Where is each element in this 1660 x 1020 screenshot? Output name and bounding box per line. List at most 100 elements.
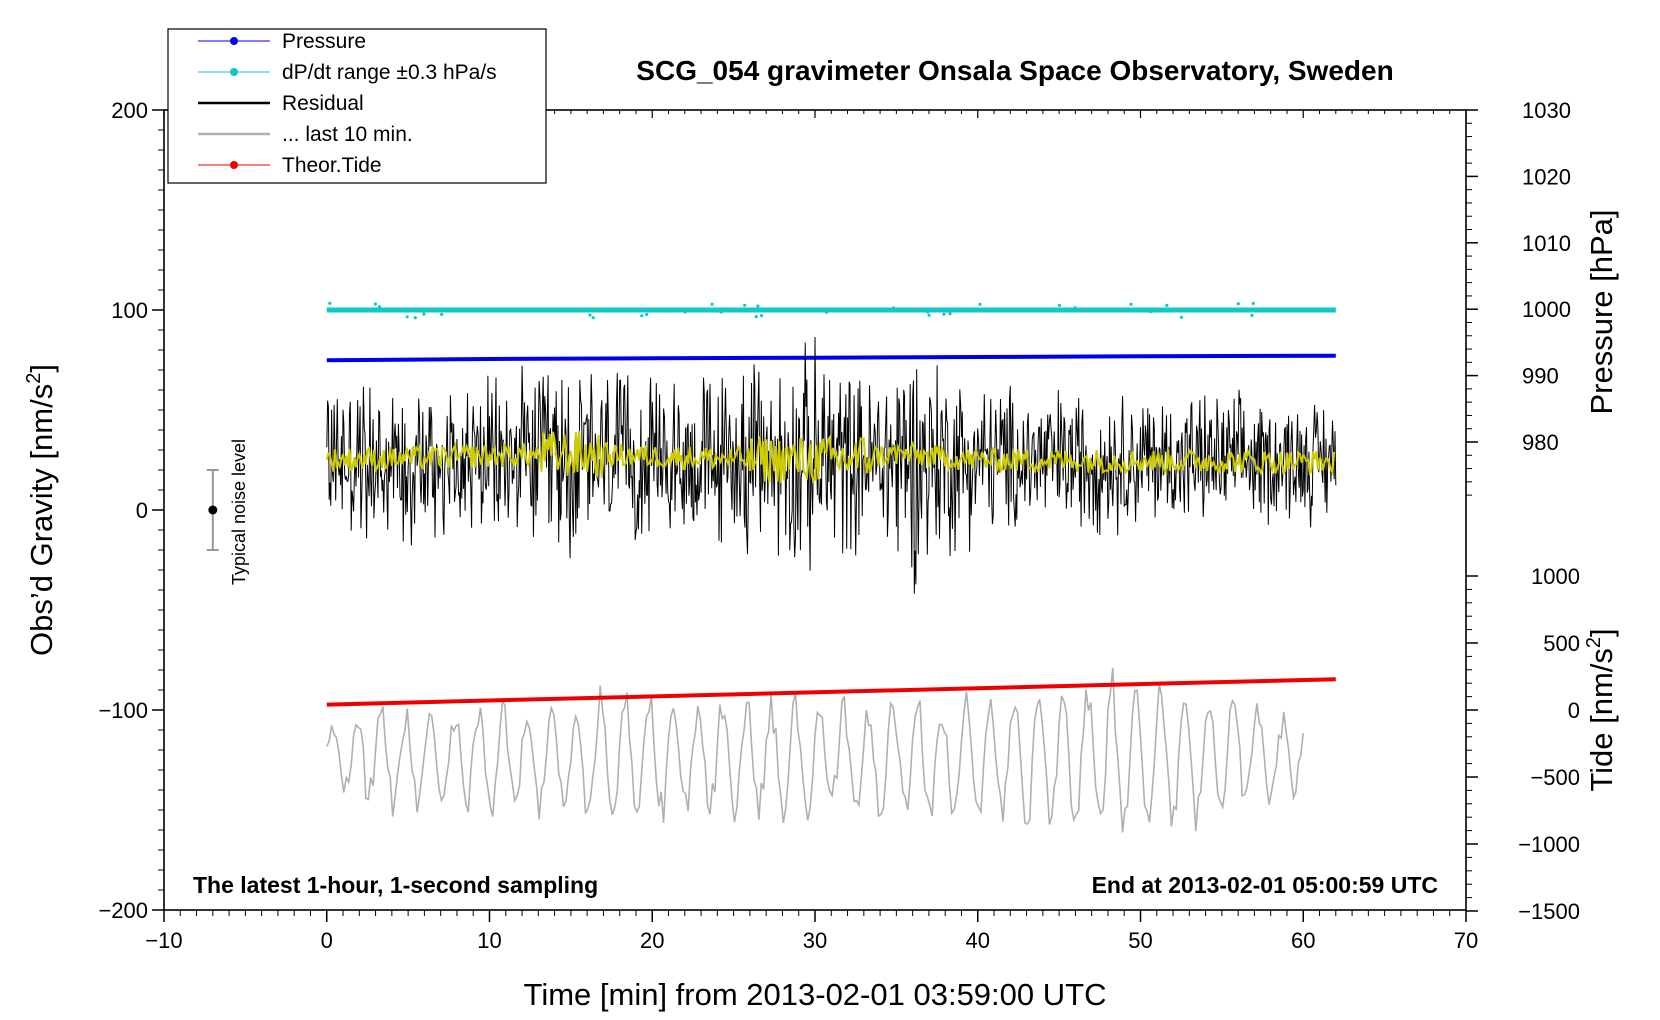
pressure-tick-label: 990 [1522, 364, 1559, 389]
left-axis-title: Obs’d Gravity [nm/s2] [23, 364, 59, 656]
tide-axis-title-main: Tide [nm/s [1584, 648, 1619, 792]
dpdt-point [591, 316, 595, 320]
dpdt-point [926, 310, 930, 314]
dpdt-point [756, 304, 760, 308]
pressure-axis-title: Pressure [hPa] [1584, 209, 1619, 414]
dpdt-point [760, 314, 764, 318]
dpdt-point [683, 310, 687, 314]
dpdt-point [373, 302, 377, 306]
dpdt-point [1179, 315, 1184, 319]
dpdt-point [1250, 313, 1254, 317]
left-axis-title-end: ] [24, 364, 59, 373]
typical-noise-indicator: Typical noise level [206, 439, 249, 585]
legend-label: ... last 10 min. [282, 123, 413, 146]
pressure-tick-label: 1000 [1522, 297, 1571, 322]
left-axis-title-sup: 2 [23, 373, 45, 384]
x-tick-label: 20 [640, 928, 664, 953]
plot-frame [163, 109, 1467, 911]
tide-tick-label: −500 [1530, 765, 1580, 790]
legend-label: dP/dt range ±0.3 hPa/s [282, 61, 497, 84]
sampling-note: The latest 1-hour, 1-second sampling [193, 872, 598, 898]
axes: −10 0 10 20 30 40 50 60 702001000−100−2001030102… [98, 98, 1580, 953]
dpdt-point [628, 307, 633, 311]
dpdt-point [1129, 302, 1133, 306]
y-tick-label: 200 [111, 98, 148, 123]
data-series [325, 301, 1337, 833]
legend-marker [230, 68, 238, 76]
tide-tick-label: 0 [1568, 698, 1580, 723]
tide-tick-label: −1500 [1518, 899, 1580, 924]
dpdt-point [948, 312, 952, 316]
last-10-min-line [326, 667, 1304, 833]
residual-smoothed-line [325, 430, 1336, 484]
pressure-tick-label: 1030 [1522, 98, 1571, 123]
dpdt-point [1073, 306, 1077, 310]
x-tick-label: 40 [966, 928, 990, 953]
dpdt-point [942, 312, 946, 316]
tide-tick-label: 1000 [1531, 564, 1580, 589]
legend: Pressure dP/dt range ±0.3 hPa/s Residual..… [167, 28, 547, 184]
x-tick-label: 50 [1128, 928, 1152, 953]
y-tick-label: 100 [111, 298, 148, 323]
dpdt-point [588, 313, 592, 317]
y-tick-label: −200 [98, 898, 148, 923]
dpdt-point [824, 310, 829, 314]
dpdt-point [743, 303, 747, 307]
dpdt-point [710, 302, 714, 306]
dpdt-point [413, 316, 417, 320]
dpdt-point [422, 312, 426, 316]
legend-marker [230, 161, 238, 169]
x-tick-label: 0 [321, 928, 333, 953]
pressure-tick-label: 980 [1522, 430, 1559, 455]
x-tick-label: 30 [803, 928, 827, 953]
end-time-note: End at 2013-02-01 05:00:59 UTC [1092, 872, 1438, 898]
legend-label: Pressure [282, 30, 366, 53]
chart-title: SCG_054 gravimeter Onsala Space Observat… [636, 55, 1393, 86]
left-axis-title-main: Obs’d Gravity [nm/s [24, 384, 59, 656]
dpdt-point [1057, 303, 1062, 307]
dpdt-point [1165, 303, 1169, 307]
dpdt-point [927, 313, 931, 317]
x-tick-label: 70 [1454, 928, 1478, 953]
dpdt-point [721, 307, 725, 311]
noise-dot [208, 505, 218, 515]
dpdt-point [754, 315, 758, 319]
dpdt-point [405, 315, 409, 319]
dpdt-point [1149, 310, 1153, 314]
dpdt-point [662, 309, 666, 313]
x-tick-label: 60 [1291, 928, 1315, 953]
dpdt-point [1293, 308, 1297, 312]
pressure-line [326, 353, 1336, 363]
legend-label: Theor.Tide [282, 154, 382, 177]
dpdt-point [978, 302, 982, 306]
dpdt-point [719, 310, 723, 314]
dpdt-point [328, 301, 332, 305]
tide-axis-title-sup: 2 [1583, 637, 1605, 648]
typical-noise-label: Typical noise level [229, 439, 249, 585]
legend-box [167, 28, 547, 184]
pressure-tick-label: 1010 [1522, 231, 1571, 256]
dpdt-point [645, 312, 649, 317]
x-tick-label: −10 [145, 928, 182, 953]
legend-label: Residual [282, 92, 364, 115]
dpdt-point [892, 306, 896, 310]
y-tick-label: −100 [98, 698, 148, 723]
y-tick-label: 0 [136, 498, 148, 523]
pressure-tick-label: 1020 [1522, 164, 1571, 189]
dpdt-point [1236, 302, 1240, 306]
dpdt-point [1251, 301, 1255, 306]
dpdt-point [908, 308, 912, 312]
tide-axis-title: Tide [nm/s2] [1583, 628, 1619, 791]
tide-tick-label: −1000 [1518, 832, 1580, 857]
x-axis-title: Time [min] from 2013-02-01 03:59:00 UTC [524, 977, 1107, 1012]
dpdt-point [1277, 308, 1281, 312]
dpdt-point [640, 314, 644, 318]
tide-axis-title-end: ] [1584, 628, 1619, 637]
x-tick-label: 10 [477, 928, 501, 953]
tide-tick-label: 500 [1543, 631, 1580, 656]
tide-line [326, 677, 1336, 707]
dpdt-point [377, 305, 381, 309]
dpdt-point [440, 312, 444, 316]
legend-marker [230, 37, 238, 45]
